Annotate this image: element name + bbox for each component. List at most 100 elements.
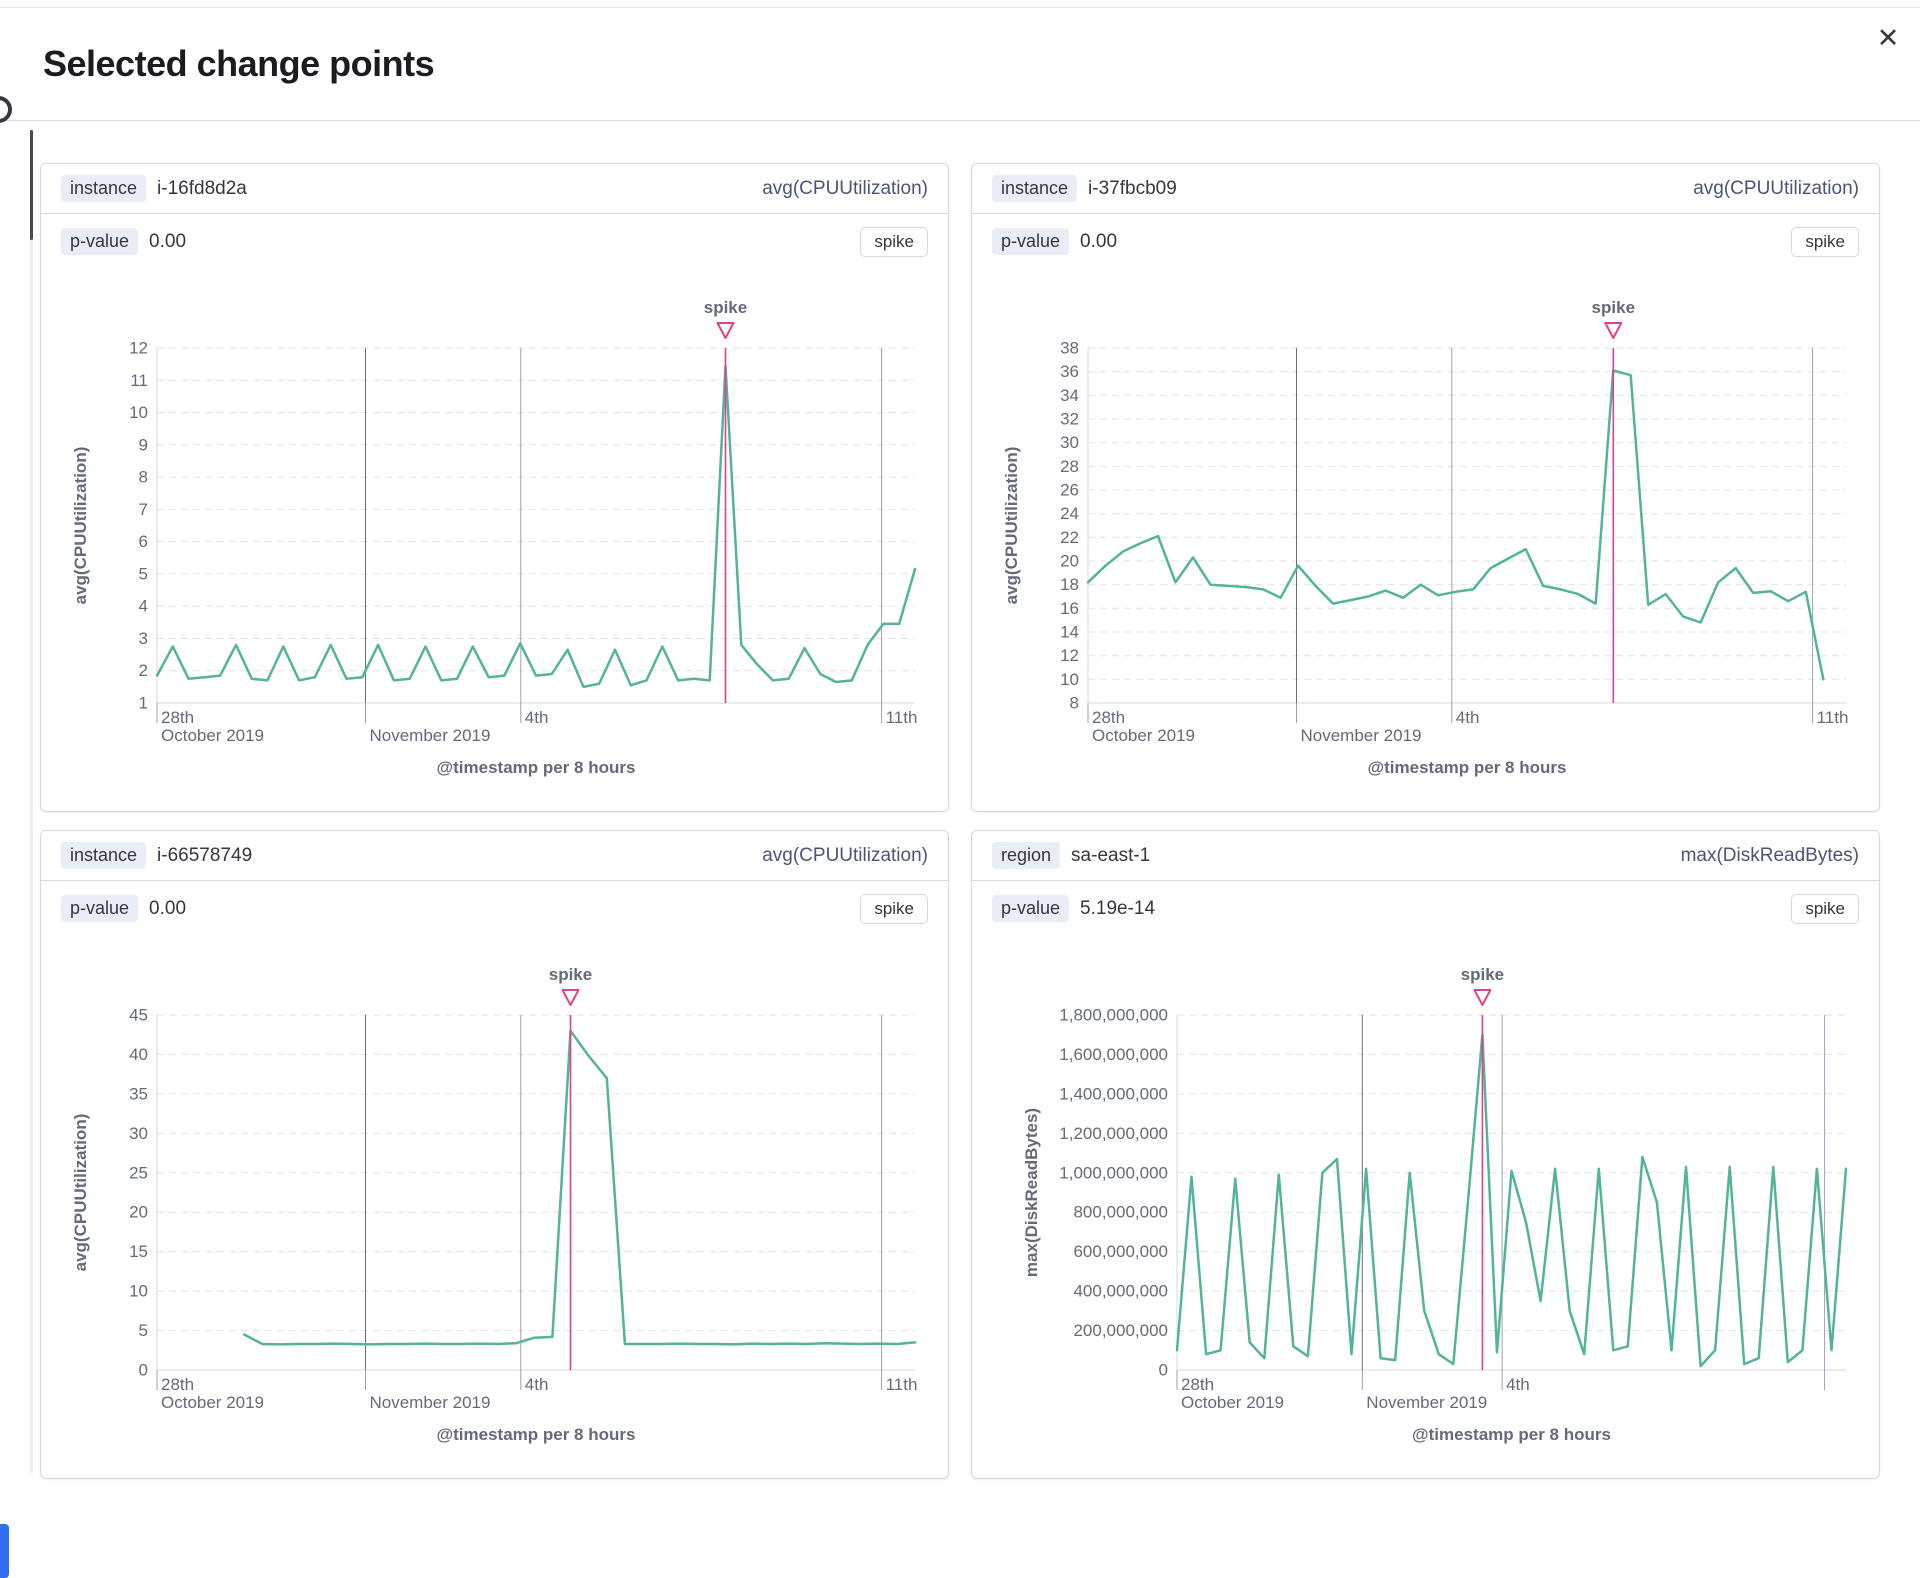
svg-text:@timestamp per 8 hours: @timestamp per 8 hours <box>1412 1425 1611 1444</box>
svg-text:20: 20 <box>129 1203 148 1222</box>
svg-text:spike: spike <box>704 298 747 317</box>
svg-text:spike: spike <box>1461 965 1504 984</box>
svg-text:30: 30 <box>1060 433 1079 452</box>
svg-text:9: 9 <box>139 435 148 454</box>
panel-header-row: instance i-37fbcb09 avg(CPUUtilization) <box>972 164 1879 214</box>
change-type-button[interactable]: spike <box>860 226 928 257</box>
change-type-button[interactable]: spike <box>860 893 928 924</box>
svg-text:@timestamp per 8 hours: @timestamp per 8 hours <box>1368 758 1567 777</box>
svg-text:600,000,000: 600,000,000 <box>1073 1242 1168 1261</box>
change-point-panel: region sa-east-1 max(DiskReadBytes) p-va… <box>971 830 1880 1479</box>
svg-text:October 2019: October 2019 <box>161 726 264 745</box>
close-icon[interactable]: ✕ <box>1870 20 1906 56</box>
svg-text:1,200,000,000: 1,200,000,000 <box>1059 1124 1168 1143</box>
underlying-scrollbar-track <box>30 128 33 1473</box>
p-value: 0.00 <box>149 230 187 252</box>
svg-text:11th: 11th <box>1817 708 1849 727</box>
svg-text:November 2019: November 2019 <box>1366 1393 1487 1412</box>
svg-text:2: 2 <box>139 661 148 680</box>
p-value-badge: p-value <box>992 228 1070 255</box>
panel-pvalue-row: p-value 0.00 spike <box>41 881 948 936</box>
change-points-grid: instance i-16fd8d2a avg(CPUUtilization) … <box>40 163 1880 1479</box>
metric-label: avg(CPUUtilization) <box>762 177 928 199</box>
p-value-badge: p-value <box>61 895 139 922</box>
svg-text:0: 0 <box>1159 1361 1168 1380</box>
svg-text:@timestamp per 8 hours: @timestamp per 8 hours <box>437 758 636 777</box>
svg-text:14: 14 <box>1060 623 1079 642</box>
metric-label: avg(CPUUtilization) <box>1693 177 1859 199</box>
p-value-badge: p-value <box>992 895 1070 922</box>
modal-header: Selected change points ✕ <box>0 8 1920 121</box>
panel-pvalue-row: p-value 5.19e-14 spike <box>972 881 1879 936</box>
svg-text:November 2019: November 2019 <box>370 1393 491 1412</box>
svg-text:32: 32 <box>1060 410 1079 429</box>
field-value: i-16fd8d2a <box>157 177 247 199</box>
svg-text:12: 12 <box>129 339 148 358</box>
svg-text:20: 20 <box>1060 552 1079 571</box>
svg-text:1,600,000,000: 1,600,000,000 <box>1059 1045 1168 1064</box>
panel-header-row: instance i-16fd8d2a avg(CPUUtilization) <box>41 164 948 214</box>
svg-text:400,000,000: 400,000,000 <box>1073 1282 1168 1301</box>
svg-text:November 2019: November 2019 <box>370 726 491 745</box>
svg-text:avg(CPUUtilization): avg(CPUUtilization) <box>1002 447 1021 605</box>
svg-text:30: 30 <box>129 1124 148 1143</box>
svg-text:4th: 4th <box>525 1375 549 1394</box>
panel-pvalue-row: p-value 0.00 spike <box>972 214 1879 269</box>
svg-text:16: 16 <box>1060 599 1079 618</box>
svg-text:5: 5 <box>139 1321 148 1340</box>
change-type-button[interactable]: spike <box>1791 893 1859 924</box>
svg-text:28: 28 <box>1060 457 1079 476</box>
svg-text:28th: 28th <box>1092 708 1125 727</box>
field-badge: instance <box>61 175 147 202</box>
svg-text:0: 0 <box>139 1361 148 1380</box>
change-type-button[interactable]: spike <box>1791 226 1859 257</box>
panel-header-row: region sa-east-1 max(DiskReadBytes) <box>972 831 1879 881</box>
modal-title: Selected change points <box>43 43 435 84</box>
svg-text:4th: 4th <box>1456 708 1480 727</box>
svg-text:11th: 11th <box>886 708 918 727</box>
page-top-edge <box>0 0 1920 8</box>
svg-text:10: 10 <box>129 403 148 422</box>
svg-text:25: 25 <box>129 1163 148 1182</box>
svg-text:spike: spike <box>1592 298 1635 317</box>
svg-text:4th: 4th <box>1506 1375 1530 1394</box>
svg-text:200,000,000: 200,000,000 <box>1073 1321 1168 1340</box>
p-value: 0.00 <box>149 897 187 919</box>
svg-text:10: 10 <box>129 1282 148 1301</box>
svg-text:18: 18 <box>1060 575 1079 594</box>
panel-pvalue-row: p-value 0.00 spike <box>41 214 948 269</box>
svg-text:8: 8 <box>139 468 148 487</box>
svg-text:1,000,000,000: 1,000,000,000 <box>1059 1163 1168 1182</box>
svg-text:3: 3 <box>139 629 148 648</box>
svg-text:40: 40 <box>129 1045 148 1064</box>
svg-text:28th: 28th <box>1181 1375 1214 1394</box>
underlying-scrollbar-thumb[interactable] <box>30 130 33 240</box>
svg-text:1: 1 <box>139 694 148 713</box>
svg-text:24: 24 <box>1060 504 1079 523</box>
metric-label: max(DiskReadBytes) <box>1680 844 1859 866</box>
svg-text:max(DiskReadBytes): max(DiskReadBytes) <box>1022 1108 1041 1277</box>
svg-text:4th: 4th <box>525 708 549 727</box>
svg-text:11: 11 <box>130 371 148 390</box>
svg-text:4: 4 <box>139 597 148 616</box>
svg-text:38: 38 <box>1060 339 1079 358</box>
svg-text:@timestamp per 8 hours: @timestamp per 8 hours <box>437 1425 636 1444</box>
field-badge: instance <box>992 175 1078 202</box>
svg-text:11th: 11th <box>886 1375 918 1394</box>
field-badge: instance <box>61 842 147 869</box>
svg-text:8: 8 <box>1070 694 1079 713</box>
svg-text:1,800,000,000: 1,800,000,000 <box>1059 1006 1168 1025</box>
p-value: 5.19e-14 <box>1080 897 1156 919</box>
field-value: i-37fbcb09 <box>1088 177 1177 199</box>
svg-text:35: 35 <box>129 1084 148 1103</box>
svg-text:6: 6 <box>139 532 148 551</box>
svg-text:avg(CPUUtilization): avg(CPUUtilization) <box>71 1114 90 1272</box>
panel-header-row: instance i-66578749 avg(CPUUtilization) <box>41 831 948 881</box>
svg-text:10: 10 <box>1060 670 1079 689</box>
svg-text:34: 34 <box>1060 386 1079 405</box>
svg-text:5: 5 <box>139 564 148 583</box>
svg-text:12: 12 <box>1060 646 1079 665</box>
svg-text:October 2019: October 2019 <box>161 1393 264 1412</box>
svg-text:26: 26 <box>1060 481 1079 500</box>
